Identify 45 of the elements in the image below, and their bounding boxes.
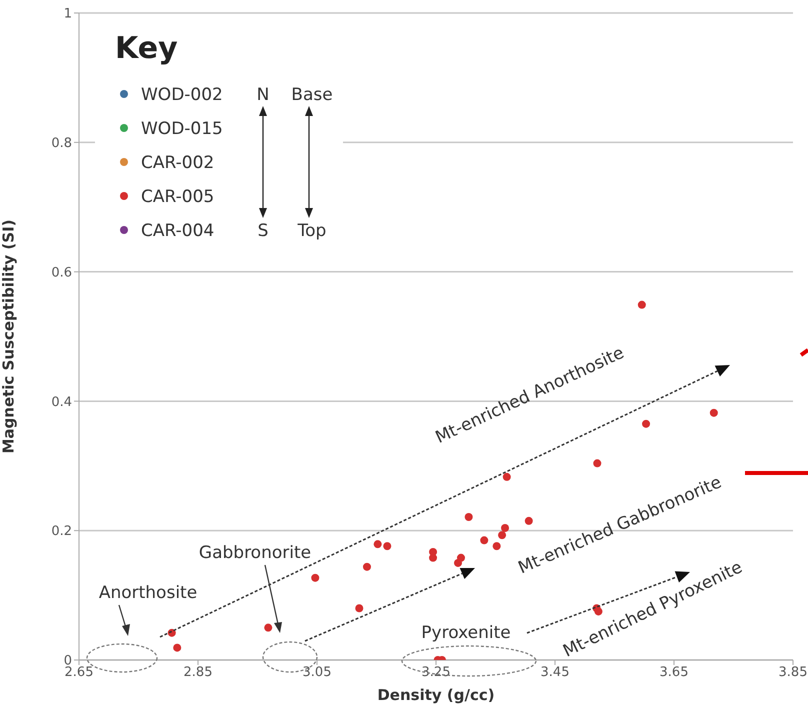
annotation: Gabbronorite — [198, 543, 312, 563]
point — [502, 472, 511, 481]
point — [355, 604, 364, 612]
legend-label: WOD-015 — [141, 119, 223, 139]
x-tick-label: 3.85 — [778, 665, 808, 680]
x-tick-label: 3.45 — [540, 665, 570, 680]
legend-label: CAR-002 — [141, 153, 214, 173]
y-tick-label: 0.4 — [51, 394, 72, 410]
annotation: S — [258, 221, 268, 241]
x-tick-label: 2.85 — [184, 665, 212, 680]
point — [642, 420, 650, 428]
annotation: Pyroxenite — [421, 623, 511, 643]
point — [498, 531, 506, 540]
legend-title: Key — [115, 31, 178, 66]
y-tick-label: 1 — [64, 6, 72, 22]
legend-label: CAR-005 — [141, 187, 214, 207]
x-tick-label: 3.65 — [660, 665, 688, 680]
point — [383, 542, 392, 550]
point — [492, 542, 501, 550]
y-tick-label: 0.6 — [51, 265, 72, 280]
annotation: N — [256, 85, 270, 105]
annotation: Top — [296, 221, 326, 241]
x-tick-label: 2.65 — [64, 665, 94, 680]
y-axis-title: Magnetic Susceptibility (SI) — [0, 219, 18, 454]
point — [480, 536, 488, 544]
point — [264, 624, 272, 632]
point — [374, 540, 382, 548]
point — [710, 408, 718, 417]
x-tick-label: 3.05 — [302, 665, 332, 680]
point — [173, 644, 182, 652]
legend-label: WOD-002 — [141, 85, 223, 105]
point — [638, 300, 646, 309]
point — [501, 524, 510, 532]
point — [593, 459, 602, 468]
point — [362, 562, 371, 571]
point — [311, 574, 320, 582]
point — [464, 513, 473, 522]
point — [456, 554, 465, 562]
x-axis-title: Density (g/cc) — [377, 686, 495, 704]
legend-label: CAR-004 — [141, 221, 214, 241]
y-tick-label: 0.8 — [51, 136, 72, 152]
point — [429, 554, 438, 562]
y-tick-label: 0.2 — [51, 524, 72, 540]
annotation: Anorthosite — [98, 583, 198, 603]
annotation: Base — [291, 85, 333, 105]
